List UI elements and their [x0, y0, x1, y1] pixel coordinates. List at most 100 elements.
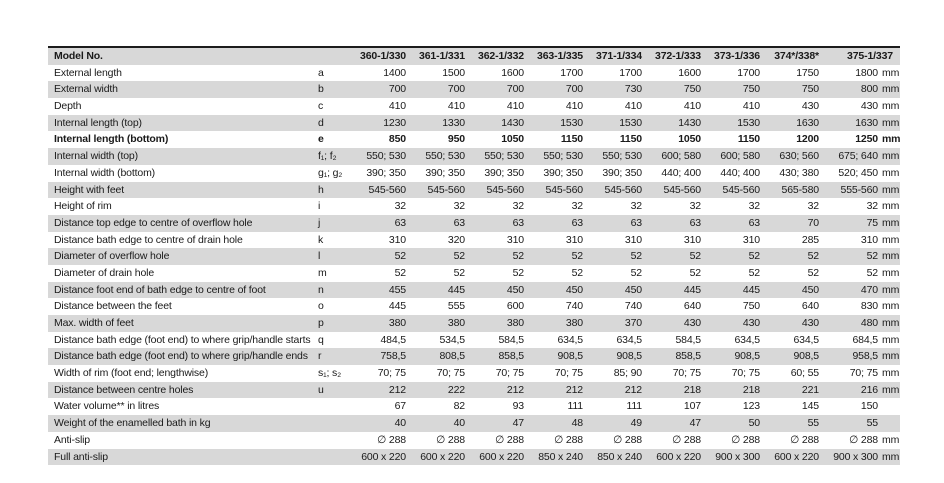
row-label: Internal width (bottom)	[54, 166, 156, 179]
value-cell: ∅ 288	[554, 433, 583, 446]
unit-cell: mm	[882, 216, 900, 229]
value-cell: 212	[565, 383, 583, 396]
unit-cell: mm	[882, 83, 900, 96]
value-cell: 70; 75	[554, 367, 583, 380]
row-label: Distance between the feet	[54, 300, 172, 313]
value-cell: 545-560	[604, 183, 643, 196]
value-cell: 808,5	[439, 350, 465, 363]
value-cell: 52	[630, 250, 643, 263]
value-cell: 49	[630, 417, 643, 430]
value-cell: 70; 75	[377, 367, 406, 380]
model-header: 361-1/331	[419, 50, 465, 62]
value-cell: 310	[742, 233, 760, 246]
value-cell: 450	[801, 283, 819, 296]
value-cell: 32	[512, 200, 525, 213]
value-cell: 445	[742, 283, 760, 296]
value-cell: 63	[394, 216, 407, 229]
value-cell: 908,5	[557, 350, 583, 363]
unit-cell: mm	[882, 350, 900, 363]
value-cell: 750	[742, 83, 760, 96]
value-cell: 82	[453, 400, 466, 413]
value-cell: 285	[801, 233, 819, 246]
unit-cell: mm	[882, 100, 900, 113]
value-cell: 52	[689, 250, 702, 263]
value-cell: 450	[624, 283, 642, 296]
value-cell: 740	[624, 300, 642, 313]
table-row: External width b 700 700 700 700 730 750 750 750 8…	[48, 81, 900, 99]
value-cell: 410	[742, 100, 760, 113]
value-cell: 565-580	[781, 183, 820, 196]
table-row: Height with feet h 545-560 545-560 545-560 54…	[48, 181, 900, 199]
dimension-key: u	[318, 383, 324, 396]
value-cell: 85; 90	[613, 367, 642, 380]
value-cell: 858,5	[498, 350, 524, 363]
dimension-key: h	[318, 183, 324, 196]
value-cell: 380	[447, 317, 465, 329]
value-cell: 700	[388, 83, 406, 96]
value-cell: 550; 530	[543, 150, 583, 163]
value-cell: 545-560	[663, 183, 702, 196]
table-row: Height of rim i 32 32 32 32 32 32 32 32 32 mm	[48, 198, 900, 215]
dimension-key: m	[318, 266, 327, 279]
value-cell: 410	[683, 100, 701, 113]
value-cell: ∅ 288	[377, 433, 406, 446]
value-cell: 1150	[619, 133, 642, 146]
unit-cell: mm	[882, 66, 900, 79]
value-cell: 758,5	[380, 350, 406, 363]
value-cell: 1330	[442, 116, 465, 129]
row-label: Height of rim	[54, 200, 112, 213]
value-cell: 212	[388, 383, 406, 396]
value-cell: 52	[512, 266, 525, 279]
dimension-key: f₁; f₂	[318, 150, 337, 163]
value-cell: 1530	[619, 116, 642, 129]
value-cell: 1050	[678, 133, 701, 146]
row-label: Width of rim (foot end; lengthwise)	[54, 367, 209, 380]
value-cell: 1750	[796, 66, 819, 79]
value-cell: 390; 350	[602, 166, 642, 179]
value-cell: 600 x 220	[361, 450, 406, 463]
value-cell: 545-560	[368, 183, 407, 196]
row-label: Diameter of overflow hole	[54, 250, 170, 263]
value-cell: ∅ 288	[613, 433, 642, 446]
value-cell: 545-560	[486, 183, 525, 196]
value-cell: 445	[447, 283, 465, 296]
value-cell: 584,5	[498, 333, 524, 346]
value-cell: 123	[742, 400, 760, 413]
value-cell: 32	[630, 200, 643, 213]
dimension-key: j	[318, 216, 321, 229]
dimension-key: a	[318, 66, 324, 79]
model-no-header: Model No.	[54, 50, 103, 62]
value-cell: 555	[447, 300, 465, 313]
value-cell: 545-560	[722, 183, 761, 196]
value-cell: 52	[571, 266, 584, 279]
model-header: 363-1/335	[537, 50, 583, 62]
value-cell: 212	[624, 383, 642, 396]
value-cell: 390; 350	[543, 166, 583, 179]
value-cell: 47	[689, 417, 702, 430]
value-cell: 440; 400	[720, 166, 760, 179]
row-label: Weight of the enamelled bath in kg	[54, 417, 211, 430]
unit-cell: mm	[882, 433, 900, 446]
value-cell: 1600	[501, 66, 524, 79]
value-cell: 1630	[855, 116, 878, 129]
table-row: Distance bath edge (foot end) to where g…	[48, 331, 900, 349]
value-cell: 640	[683, 300, 701, 313]
value-cell: 52	[630, 266, 643, 279]
value-cell: 63	[453, 216, 466, 229]
value-cell: 55	[807, 417, 820, 430]
value-cell: 430	[801, 100, 819, 113]
value-cell: ∅ 288	[790, 433, 819, 446]
row-label: Internal width (top)	[54, 150, 138, 163]
value-cell: ∅ 288	[731, 433, 760, 446]
value-cell: 1530	[560, 116, 583, 129]
value-cell: 111	[626, 400, 642, 413]
value-cell: 430; 380	[779, 166, 819, 179]
unit-cell: mm	[882, 333, 900, 346]
table-row: Depth c 410 410 410 410 410 410 410 430 430 mm	[48, 98, 900, 115]
value-cell: 60; 55	[790, 367, 819, 380]
table-row: Distance foot end of bath edge to centre…	[48, 281, 900, 299]
value-cell: 630; 560	[779, 150, 819, 163]
row-label: Distance bath edge (foot end) to where g…	[54, 350, 308, 363]
unit-cell: mm	[882, 300, 900, 313]
value-cell: 111	[567, 400, 583, 413]
